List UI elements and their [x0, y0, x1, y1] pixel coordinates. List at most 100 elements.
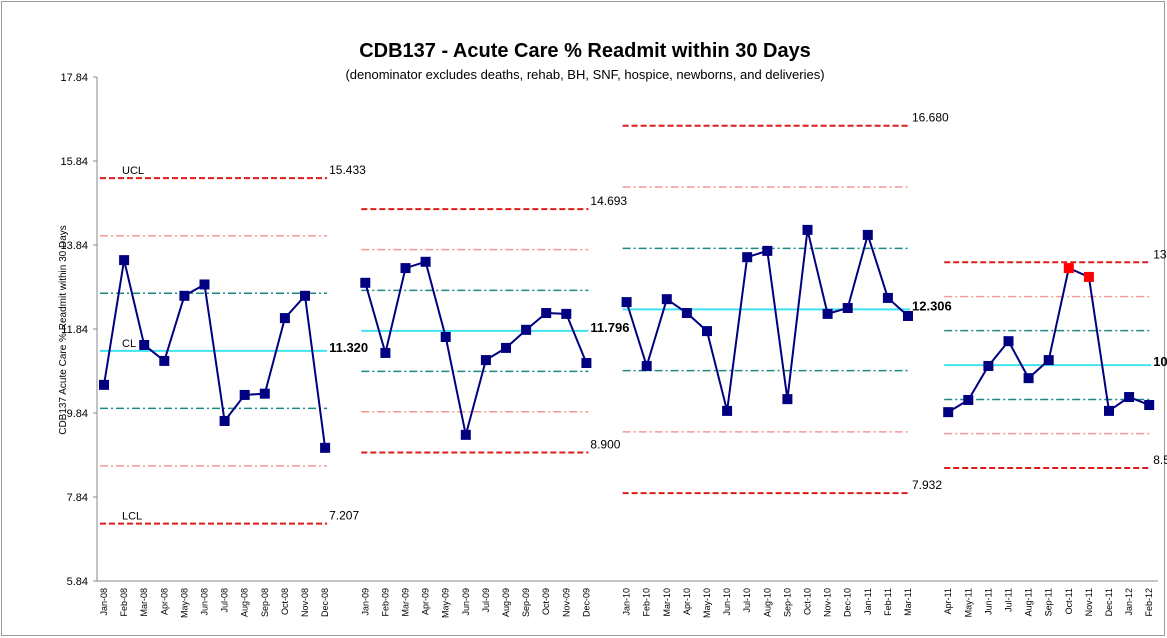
- x-tick-label: Nov-11: [1084, 588, 1094, 616]
- limit-name: CL: [122, 338, 136, 350]
- data-point: [1063, 263, 1074, 274]
- data-point: [903, 310, 913, 321]
- x-tick-label: Aug-10: [762, 588, 772, 617]
- data-point: [963, 394, 974, 405]
- limit-label: 10.979: [1153, 354, 1167, 369]
- data-point: [541, 308, 552, 319]
- data-point: [440, 331, 451, 342]
- data-point: [501, 342, 511, 353]
- data-point: [139, 339, 150, 350]
- x-tick-label: Dec-10: [843, 588, 853, 617]
- x-tick-label: Apr-08: [159, 588, 169, 615]
- x-tick-label: May-08: [179, 588, 189, 618]
- data-point: [99, 379, 109, 390]
- y-tick-label: 7.84: [67, 492, 88, 504]
- x-tick-label: Jul-10: [742, 588, 752, 613]
- x-tick-label: Oct-11: [1064, 588, 1074, 614]
- limit-label: 11.320: [329, 340, 368, 355]
- x-tick-label: Jan-11: [863, 588, 873, 615]
- data-point: [681, 308, 692, 319]
- limit-name: UCL: [122, 165, 144, 177]
- x-tick-label: Nov-08: [300, 588, 310, 617]
- data-point: [1003, 336, 1014, 347]
- x-tick-label: Oct-10: [803, 588, 813, 615]
- data-point: [179, 290, 190, 301]
- x-tick-label: May-10: [702, 588, 712, 618]
- x-tick-label: Sep-11: [1044, 588, 1054, 616]
- data-point: [782, 394, 793, 405]
- x-tick-label: Dec-08: [320, 588, 330, 617]
- limit-label: 13.428: [1153, 247, 1167, 261]
- limit-label: 12.306: [912, 298, 952, 313]
- y-axis-label: CDB137 Acute Care % Readmit within 30 Da…: [58, 225, 69, 435]
- x-tick-label: Oct-09: [541, 588, 551, 615]
- x-tick-label: Sep-09: [521, 588, 531, 617]
- data-point: [641, 360, 652, 371]
- x-tick-label: Jan-09: [360, 588, 370, 616]
- limit-label: 8.900: [590, 437, 620, 451]
- data-point: [742, 252, 753, 263]
- x-tick-label: May-09: [441, 588, 451, 618]
- x-tick-label: Aug-09: [501, 588, 511, 617]
- data-point: [762, 245, 773, 256]
- data-point: [1043, 355, 1054, 366]
- x-tick-label: Apr-10: [682, 588, 692, 615]
- limit-label: 7.207: [329, 509, 359, 523]
- limit-label: 7.932: [912, 478, 942, 492]
- y-tick-label: 5.84: [67, 576, 88, 588]
- x-tick-label: May-11: [963, 588, 973, 617]
- x-tick-label: Mar-10: [662, 588, 672, 617]
- x-tick-label: Feb-11: [883, 588, 893, 616]
- data-point: [159, 355, 170, 366]
- data-point: [722, 405, 733, 416]
- x-tick-label: Dec-09: [581, 588, 591, 617]
- data-point: [561, 308, 572, 319]
- limit-name: LCL: [122, 511, 142, 523]
- limit-label: 15.433: [329, 163, 366, 177]
- data-point: [1083, 271, 1094, 282]
- x-tick-label: Nov-10: [823, 588, 833, 617]
- data-point: [983, 360, 994, 371]
- data-point: [581, 358, 592, 369]
- y-tick-label: 13.84: [60, 240, 88, 252]
- x-tick-label: Nov-09: [561, 588, 571, 617]
- x-tick-label: Jun-11: [983, 588, 993, 615]
- data-point: [360, 277, 371, 288]
- data-point: [822, 308, 833, 319]
- limit-label: 11.796: [590, 320, 629, 335]
- data-point: [943, 407, 954, 418]
- x-tick-label: Jul-08: [220, 588, 230, 613]
- x-tick-label: Feb-10: [642, 588, 652, 617]
- data-point: [702, 326, 712, 337]
- x-tick-label: Jul-11: [1004, 588, 1014, 612]
- x-tick-label: Jul-09: [481, 588, 491, 613]
- x-tick-label: Dec-11: [1104, 588, 1114, 616]
- y-tick-label: 17.84: [60, 72, 88, 84]
- data-point: [1023, 373, 1034, 384]
- x-tick-label: Jun-09: [461, 588, 471, 616]
- data-point: [420, 256, 431, 267]
- x-tick-label: Jan-12: [1124, 588, 1134, 616]
- data-point: [1104, 405, 1114, 416]
- limit-label: 14.693: [590, 194, 627, 208]
- data-point: [320, 442, 331, 453]
- x-tick-label: Oct-08: [280, 588, 290, 615]
- data-point: [521, 324, 532, 335]
- data-point: [300, 290, 310, 301]
- x-tick-label: Feb-09: [380, 588, 390, 617]
- x-tick-label: Jun-08: [200, 588, 210, 616]
- y-tick-label: 9.84: [67, 408, 88, 420]
- data-point: [239, 389, 250, 400]
- data-point: [882, 292, 893, 303]
- chart-title: CDB137 - Acute Care % Readmit within 30 …: [359, 40, 811, 62]
- data-point: [380, 347, 391, 358]
- x-tick-label: Feb-08: [119, 588, 129, 617]
- x-tick-label: Apr-09: [421, 588, 431, 615]
- data-point: [400, 263, 411, 274]
- data-point: [219, 415, 230, 426]
- data-point: [279, 313, 290, 324]
- x-tick-label: Jan-10: [622, 588, 632, 616]
- limit-label: 16.680: [912, 111, 949, 125]
- data-point: [259, 388, 270, 399]
